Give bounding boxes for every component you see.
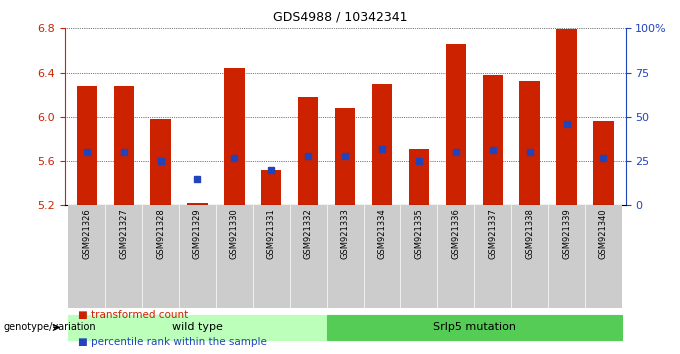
Text: GSM921340: GSM921340 [599, 209, 608, 259]
Bar [150, 119, 171, 205]
Bar [187, 203, 207, 205]
Text: GSM921326: GSM921326 [82, 209, 91, 259]
Text: wild type: wild type [172, 322, 223, 332]
Text: GSM921339: GSM921339 [562, 209, 571, 259]
Text: GDS4988 / 10342341: GDS4988 / 10342341 [273, 11, 407, 24]
Bar [105, 205, 142, 308]
Text: GSM921329: GSM921329 [193, 209, 202, 259]
Bar [290, 205, 326, 308]
Bar [511, 205, 548, 308]
Text: ■ transformed count: ■ transformed count [78, 310, 188, 320]
Bar [445, 44, 466, 205]
Bar [326, 205, 364, 308]
Bar [548, 205, 585, 308]
Bar [585, 205, 622, 308]
Bar [409, 149, 429, 205]
Text: GSM921327: GSM921327 [119, 209, 128, 259]
Text: Srlp5 mutation: Srlp5 mutation [432, 322, 515, 332]
Text: GSM921334: GSM921334 [377, 209, 386, 259]
Text: genotype/variation: genotype/variation [3, 322, 96, 332]
Text: GSM921332: GSM921332 [304, 209, 313, 259]
Bar [77, 86, 97, 205]
Text: GSM921337: GSM921337 [488, 209, 497, 259]
Bar [594, 121, 613, 205]
Bar [401, 205, 437, 308]
Bar [253, 205, 290, 308]
Bar [298, 97, 318, 205]
Bar [68, 315, 326, 340]
Text: GSM921330: GSM921330 [230, 209, 239, 259]
Bar [68, 205, 105, 308]
Text: GSM921331: GSM921331 [267, 209, 276, 259]
Bar [364, 205, 401, 308]
Bar [437, 205, 474, 308]
Bar [372, 84, 392, 205]
Text: GSM921336: GSM921336 [452, 209, 460, 259]
Bar [261, 170, 282, 205]
Bar [142, 205, 179, 308]
Bar [179, 205, 216, 308]
Text: GSM921328: GSM921328 [156, 209, 165, 259]
Text: GSM921333: GSM921333 [341, 209, 350, 259]
Text: ■ percentile rank within the sample: ■ percentile rank within the sample [78, 337, 267, 347]
Bar [326, 315, 622, 340]
Text: GSM921338: GSM921338 [525, 209, 534, 259]
Bar [335, 108, 355, 205]
Bar [474, 205, 511, 308]
Text: GSM921335: GSM921335 [414, 209, 424, 259]
Bar [114, 86, 134, 205]
Bar [520, 81, 540, 205]
Bar [224, 68, 245, 205]
Bar [556, 29, 577, 205]
Bar [483, 75, 503, 205]
Bar [216, 205, 253, 308]
